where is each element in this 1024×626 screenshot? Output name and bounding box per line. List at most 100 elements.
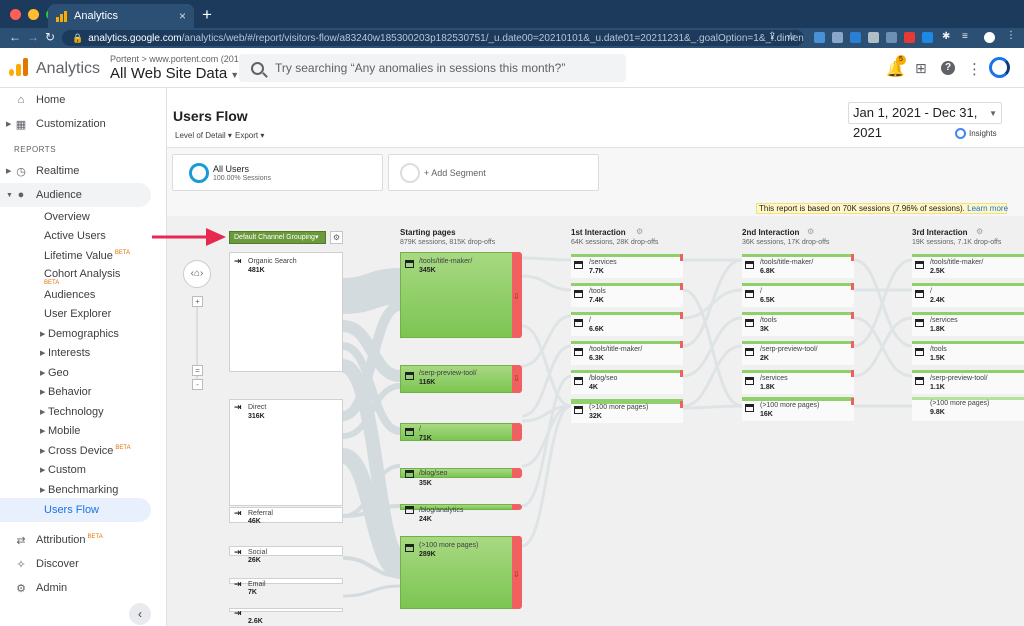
interaction-node[interactable] xyxy=(571,312,683,336)
sidebar-item-audiences[interactable]: Audiences xyxy=(0,283,167,307)
interaction-node[interactable] xyxy=(912,312,1024,336)
drop-off-bar[interactable] xyxy=(512,468,522,478)
interaction-node[interactable] xyxy=(742,341,854,365)
extension-icon-3[interactable] xyxy=(850,32,861,43)
reading-list-icon[interactable]: ≡ xyxy=(962,31,968,42)
sidebar-item-realtime[interactable]: ▶ ◷ Realtime xyxy=(0,159,167,183)
forward-icon[interactable]: → xyxy=(27,30,39,44)
source-node[interactable] xyxy=(229,399,343,506)
interaction-node[interactable] xyxy=(912,341,1024,365)
page-node[interactable] xyxy=(400,252,514,338)
avatar[interactable] xyxy=(989,57,1010,78)
sidebar-item-lifetime-value[interactable]: Lifetime Value BETA xyxy=(0,244,167,268)
help-icon[interactable]: ? xyxy=(941,61,955,75)
collapse-sidebar-button[interactable]: ‹ xyxy=(129,603,151,625)
search-bar[interactable]: Try searching “Any anomalies in sessions… xyxy=(239,54,626,82)
sidebar-item-interests[interactable]: ▶ Interests xyxy=(0,341,167,365)
sidebar-item-cohort-analysis[interactable]: Cohort Analysis BETA xyxy=(0,262,167,286)
back-icon[interactable]: ← xyxy=(9,30,21,44)
more-vert-icon[interactable]: ⋮ xyxy=(967,61,982,78)
sidebar-item-demographics[interactable]: ▶ Demographics xyxy=(0,322,167,346)
interaction-node[interactable] xyxy=(912,397,1024,421)
source-node[interactable] xyxy=(229,608,343,612)
interaction-node[interactable] xyxy=(571,254,683,278)
add-segment-button[interactable]: + Add Segment xyxy=(388,154,599,191)
page-node[interactable] xyxy=(400,365,514,393)
bookmark-star-icon[interactable]: ☆ xyxy=(786,31,796,43)
interaction-node[interactable] xyxy=(742,397,854,421)
sidebar-item-discover[interactable]: ✧ Discover xyxy=(0,552,167,576)
sidebar-item-behavior[interactable]: ▶ Behavior xyxy=(0,380,167,404)
extension-icon-5[interactable] xyxy=(886,32,897,43)
interaction-node[interactable] xyxy=(912,370,1024,394)
tab-close-icon[interactable]: × xyxy=(178,9,186,23)
pan-control-icon[interactable]: ‹⌂› xyxy=(183,260,211,288)
level-of-detail-menu[interactable]: Level of Detail ▾ xyxy=(175,131,232,140)
interaction-node[interactable] xyxy=(742,254,854,278)
column-settings-icon[interactable]: ⚙ xyxy=(636,227,644,236)
source-node[interactable] xyxy=(229,578,343,584)
drop-off-bar[interactable] xyxy=(512,536,522,609)
interaction-node[interactable] xyxy=(912,254,1024,278)
interaction-node[interactable] xyxy=(742,283,854,307)
account-breadcrumb[interactable]: Portent > www.portent.com (2018) xyxy=(110,54,247,64)
profile-icon[interactable] xyxy=(984,32,995,43)
interaction-node[interactable] xyxy=(742,312,854,336)
sidebar-item-mobile[interactable]: ▶ Mobile xyxy=(0,419,167,443)
sidebar-item-audience[interactable]: ▼ ● Audience xyxy=(0,183,151,207)
share-icon[interactable]: ⇪ xyxy=(768,31,777,42)
sidebar-item-user-explorer[interactable]: User Explorer xyxy=(0,302,167,326)
sidebar-item-custom[interactable]: ▶ Custom xyxy=(0,458,167,482)
sidebar-item-benchmarking[interactable]: ▶ Benchmarking xyxy=(0,478,167,502)
new-tab-button[interactable]: + xyxy=(202,5,212,24)
zoom-track[interactable] xyxy=(196,296,198,386)
column-settings-icon[interactable]: ⚙ xyxy=(807,227,815,236)
close-window-button[interactable] xyxy=(10,9,21,20)
reload-icon[interactable]: ↻ xyxy=(45,30,56,44)
dimension-selector[interactable]: Default Channel Grouping▾ xyxy=(229,231,326,244)
column-settings-icon[interactable]: ⚙ xyxy=(976,227,984,236)
insights-button[interactable]: Insights xyxy=(955,128,997,139)
drop-off-bar[interactable] xyxy=(512,504,522,510)
date-range-picker[interactable]: Jan 1, 2021 - Dec 31, 2021 ▼ xyxy=(848,102,1002,140)
extension-icon-4[interactable] xyxy=(868,32,879,43)
source-node[interactable] xyxy=(229,507,343,523)
segment-all-users[interactable]: All Users 100.00% Sessions xyxy=(172,154,383,191)
sidebar-item-home[interactable]: ⌂ Home xyxy=(0,88,167,112)
extension-icon-2[interactable] xyxy=(832,32,843,43)
drop-off-bar[interactable] xyxy=(512,252,522,338)
extension-icon-1[interactable] xyxy=(814,32,825,43)
interaction-node[interactable] xyxy=(912,283,1024,307)
sidebar-item-admin[interactable]: ⚙ Admin xyxy=(0,576,167,600)
zoom-out-button[interactable]: - xyxy=(192,379,203,390)
browser-tab[interactable]: Analytics × xyxy=(48,4,194,28)
interaction-node[interactable] xyxy=(742,370,854,394)
puzzle-icon[interactable]: ✱ xyxy=(942,31,951,42)
extension-icon-7[interactable] xyxy=(922,32,933,43)
page-node[interactable] xyxy=(400,423,514,441)
sidebar-item-attribution[interactable]: ⇄ Attribution BETA xyxy=(0,528,167,552)
drop-off-bar[interactable] xyxy=(512,423,522,441)
zoom-handle[interactable]: = xyxy=(192,365,203,376)
interaction-node[interactable] xyxy=(571,399,683,423)
page-node[interactable] xyxy=(400,468,514,478)
bell-icon[interactable]: 🔔 xyxy=(886,61,905,78)
sidebar-item-users-flow[interactable]: Users Flow xyxy=(0,498,151,522)
apps-grid-icon[interactable]: ⊞ xyxy=(915,60,927,76)
minimize-window-button[interactable] xyxy=(28,9,39,20)
zoom-in-button[interactable]: + xyxy=(192,296,203,307)
sidebar-item-overview[interactable]: Overview xyxy=(0,205,167,229)
sidebar-item-cross-device[interactable]: ▶ Cross Device BETA xyxy=(0,439,167,463)
sidebar-item-geo[interactable]: ▶ Geo xyxy=(0,361,167,385)
export-menu[interactable]: Export ▾ xyxy=(235,131,265,140)
sidebar-item-technology[interactable]: ▶ Technology xyxy=(0,400,167,424)
menu-icon[interactable]: ⋮ xyxy=(1006,30,1016,41)
interaction-node[interactable] xyxy=(571,341,683,365)
sidebar-item-customization[interactable]: ▶ ▦ Customization xyxy=(0,112,167,136)
interaction-node[interactable] xyxy=(571,370,683,394)
interaction-node[interactable] xyxy=(571,283,683,307)
sidebar-item-active-users[interactable]: Active Users xyxy=(0,224,167,248)
page-node[interactable] xyxy=(400,536,514,609)
learn-more-link[interactable]: Learn more xyxy=(967,204,1009,213)
drop-off-bar[interactable] xyxy=(512,365,522,393)
